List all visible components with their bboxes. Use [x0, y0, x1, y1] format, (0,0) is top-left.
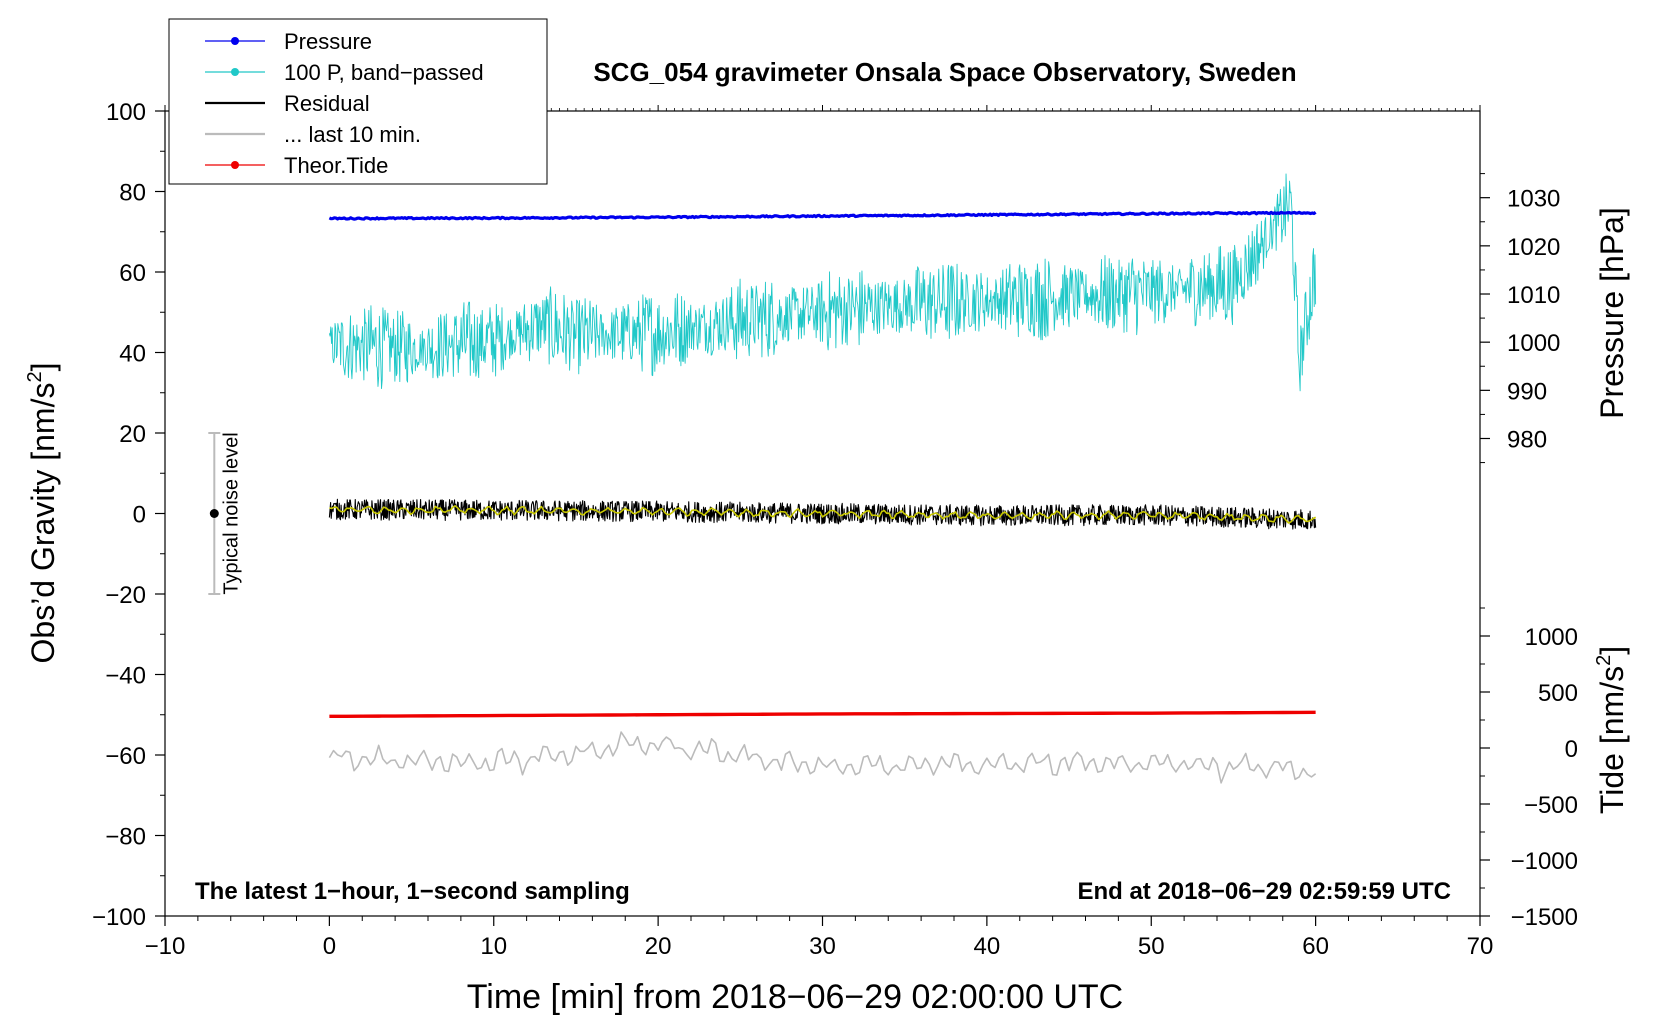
- x-tick-label: 50: [1138, 933, 1165, 960]
- y-axis-label-tide: Tide [nm/s2]: [1593, 646, 1630, 814]
- annotation-end-time: End at 2018−06−29 02:59:59 UTC: [1077, 878, 1451, 905]
- tide-tick-label: −1500: [1511, 904, 1578, 931]
- pressure-tick-label: 1000: [1507, 330, 1560, 357]
- y-tick-label: −40: [105, 663, 146, 690]
- legend-box: [168, 18, 548, 185]
- pressure-tick-label: 1030: [1507, 186, 1560, 213]
- y-axis-label-tide-end: ]: [1594, 646, 1630, 655]
- series-last-10-min: [328, 731, 1317, 784]
- x-tick-label: 60: [1302, 933, 1329, 960]
- legend-marker: [231, 37, 239, 45]
- y-axis-label-gravity: Obs’d Gravity [nm/s2]: [24, 363, 61, 664]
- legend-marker: [231, 68, 239, 76]
- tide-tick-label: −1000: [1511, 848, 1578, 875]
- pressure-tick-label: 1010: [1507, 282, 1560, 309]
- tide-tick-label: 1000: [1525, 624, 1578, 651]
- x-axis-label: Time [min] from 2018−06−29 02:00:00 UTC: [467, 978, 1123, 1016]
- axis-layer: −10 0 10 20 30 40 50 60 70100806040200−20−40−60−…: [92, 99, 1578, 960]
- pressure-tick-label: 990: [1507, 378, 1547, 405]
- y-axis-label-tide-sup: 2: [1593, 655, 1615, 666]
- y-tick-label: 20: [119, 421, 146, 448]
- series-band-passed-pressure: [328, 173, 1317, 392]
- tide-tick-label: −500: [1524, 792, 1578, 819]
- y-axis-label-gravity-text: Obs’d Gravity [nm/s: [25, 383, 61, 664]
- x-tick-label: 20: [645, 933, 672, 960]
- legend-marker: [231, 161, 239, 169]
- series-residual: [328, 498, 1317, 530]
- x-tick-label: 0: [323, 933, 336, 960]
- legend-label: Theor.Tide: [284, 153, 388, 178]
- legend: Pressure 100 P, band−passed Residual ... la…: [168, 18, 548, 185]
- y-tick-label: 80: [119, 180, 146, 207]
- chart-title: SCG_054 gravimeter Onsala Space Observat…: [593, 57, 1296, 87]
- x-tick-label: 30: [809, 933, 836, 960]
- x-tick-label: 10: [480, 933, 507, 960]
- y-tick-label: 100: [106, 99, 146, 126]
- y-axis-label-pressure: Pressure [hPa]: [1594, 207, 1630, 419]
- series-theoretical-tide: [329, 710, 1316, 719]
- y-tick-label: −80: [105, 824, 146, 851]
- tide-tick-label: 500: [1538, 680, 1578, 707]
- series-residual-smoothed: [329, 505, 1316, 524]
- y-tick-label: 60: [119, 260, 146, 287]
- annotation-sampling: The latest 1−hour, 1−second sampling: [195, 878, 630, 905]
- legend-label: Residual: [284, 91, 370, 116]
- y-tick-label: 40: [119, 341, 146, 368]
- y-tick-label: −100: [92, 904, 146, 931]
- y-axis-label-tide-text: Tide [nm/s: [1594, 666, 1630, 814]
- y-axis-label-gravity-sup: 2: [24, 371, 46, 382]
- series-pressure: [328, 210, 1317, 221]
- y-tick-label: −20: [105, 582, 146, 609]
- noise-bar-center: [209, 509, 219, 518]
- y-tick-label: −60: [105, 743, 146, 770]
- series-layer: [328, 173, 1317, 784]
- legend-label: 100 P, band−passed: [284, 60, 484, 85]
- y-axis-label-gravity-end: ]: [25, 363, 61, 372]
- tide-tick-label: 0: [1565, 736, 1578, 763]
- pressure-tick-label: 1020: [1507, 234, 1560, 261]
- legend-label: Pressure: [284, 29, 372, 54]
- legend-label: ... last 10 min.: [284, 122, 421, 147]
- x-tick-label: 70: [1467, 933, 1494, 960]
- pressure-tick-label: 980: [1507, 426, 1547, 453]
- x-tick-label: −10: [145, 933, 186, 960]
- noise-indicator: Typical noise level: [208, 432, 242, 595]
- noise-label: Typical noise level: [220, 432, 242, 594]
- x-tick-label: 40: [974, 933, 1001, 960]
- y-tick-label: 0: [133, 502, 146, 529]
